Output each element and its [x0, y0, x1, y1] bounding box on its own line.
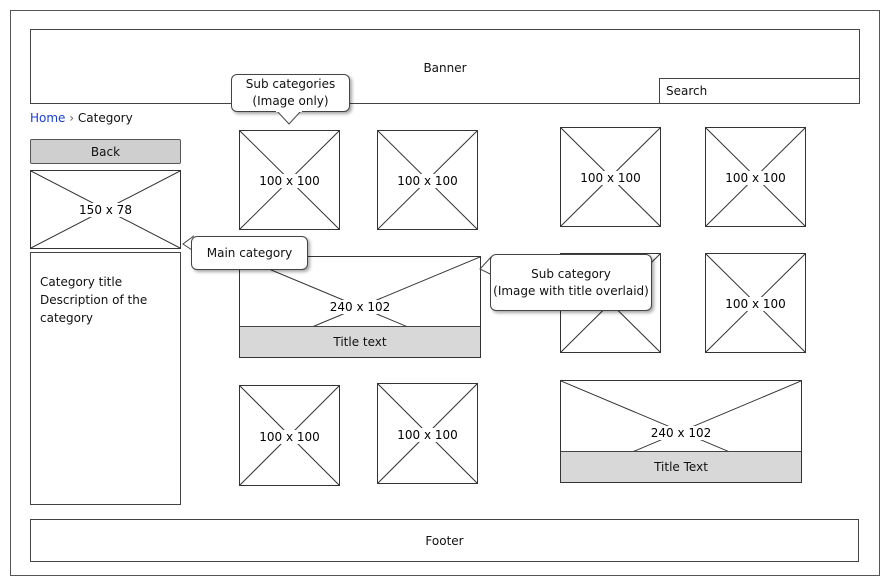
title-overlay-bar: Title text [240, 326, 480, 357]
search-input[interactable]: Search [659, 78, 860, 104]
sub-category-tile[interactable]: 100 x 100 [377, 130, 478, 230]
main-category-callout: Main category [191, 236, 308, 270]
title-overlay-text: Title Text [654, 460, 708, 474]
main-category-wide-tile[interactable]: 240 x 102 Title text [239, 256, 481, 358]
category-description: Description of the category [40, 293, 148, 325]
title-overlay-text: Title text [333, 335, 387, 349]
sub-category-wide-tile[interactable]: 240 x 102 Title Text [560, 380, 802, 483]
category-info-panel: Category title Description of the catego… [30, 252, 181, 505]
image-size-label: 100 x 100 [396, 428, 459, 442]
image-size-label: 240 x 102 [328, 300, 392, 314]
footer-label: Footer [425, 533, 464, 548]
main-category-image: 150 x 78 [30, 170, 181, 249]
breadcrumb-home-link[interactable]: Home [30, 111, 66, 125]
breadcrumb-separator: › [69, 111, 75, 125]
callout-pointer-icon [276, 110, 302, 125]
sub-category-tile[interactable]: 100 x 100 [377, 383, 478, 484]
image-size-label: 100 x 100 [258, 430, 321, 444]
image-size-label: 100 x 100 [579, 171, 642, 185]
sub-category-tile[interactable]: 100 x 100 [705, 253, 806, 353]
sub-category-tile[interactable]: 100 x 100 [560, 127, 661, 227]
image-size-label: 100 x 100 [724, 171, 787, 185]
main-category-callout-text: Main category [206, 245, 293, 260]
image-size-label: 100 x 100 [724, 297, 787, 311]
breadcrumb-current: Category [77, 111, 133, 125]
sub-category-tile[interactable]: 100 x 100 [705, 127, 806, 227]
breadcrumb: Home › Category [30, 111, 133, 125]
sub-category-tile[interactable]: 100 x 100 [239, 385, 340, 486]
sub-categories-callout: Sub categories (Image only) [231, 74, 350, 112]
sub-category-callout-text: Sub category (Image with title overlaid) [493, 266, 649, 298]
image-size-label: 100 x 100 [396, 174, 459, 188]
image-size-label: 240 x 102 [649, 426, 713, 440]
image-size-label: 150 x 78 [78, 203, 133, 217]
title-overlay-bar: Title Text [561, 451, 801, 482]
sub-category-tile[interactable]: 100 x 100 [239, 130, 340, 230]
banner-label: Banner [423, 61, 467, 75]
sub-categories-callout-text: Sub categories (Image only) [245, 77, 336, 108]
image-size-label: 100 x 100 [258, 174, 321, 188]
footer: Footer [30, 519, 859, 562]
back-button[interactable]: Back [30, 139, 181, 164]
category-title: Category title [40, 275, 123, 289]
sub-category-callout: Sub category (Image with title overlaid) [490, 254, 652, 311]
